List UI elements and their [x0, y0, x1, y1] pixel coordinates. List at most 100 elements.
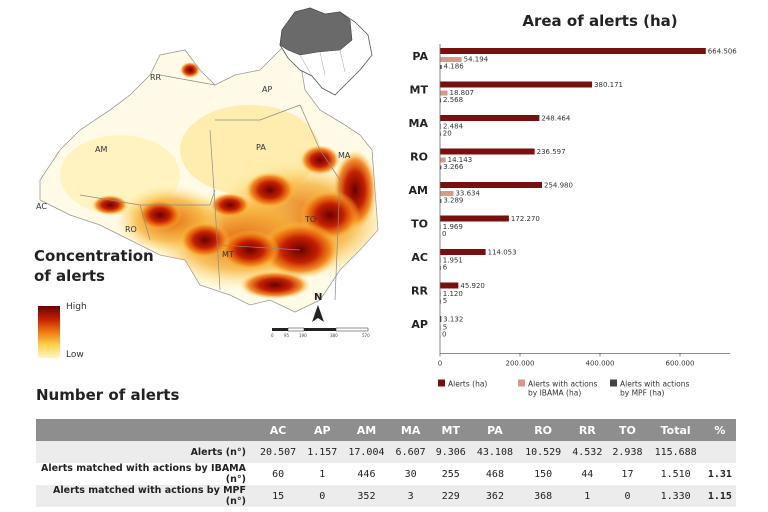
table-row: Alerts matched with actions by IBAMA (n°…	[36, 463, 736, 485]
legend-label-0: Alerts (ha)	[448, 380, 487, 389]
data-label-ro-s0: 236.597	[537, 148, 566, 156]
data-label-to-s1: 1.969	[443, 223, 463, 231]
x-tick-label-1: 200.000	[506, 360, 535, 368]
state-label-ma: MA	[338, 151, 351, 160]
scale-tick-4: 570	[362, 333, 370, 338]
scale-tick-3: 380	[330, 333, 338, 338]
data-label-pa-s2: 4.186	[444, 63, 465, 71]
table-row: Alerts matched with actions by MPF (n°) 1…	[36, 485, 736, 507]
scale-bar: 0 95 190 380 570	[271, 327, 370, 338]
bar-ma-s1	[440, 124, 441, 129]
column-header-0: AC	[254, 419, 303, 441]
table-cell: 0	[607, 485, 648, 507]
state-label-to: TO	[304, 215, 316, 224]
number-of-alerts-title: Number of alerts	[36, 386, 180, 404]
bar-ap-s0	[440, 316, 442, 322]
brazil-inset-map	[279, 7, 373, 96]
table-cell: 9.306	[430, 441, 471, 463]
data-label-ro-s2: 3.266	[443, 163, 464, 171]
concentration-color-scale	[38, 306, 60, 358]
alerts-table: AC AP AM MA MT PA RO RR TO Total% Alerts (n°) 20.5…	[36, 419, 736, 507]
data-label-rr-s2: 5	[443, 297, 447, 305]
data-label-am-s1: 33.634	[455, 190, 480, 198]
data-label-mt-s1: 18.807	[450, 89, 475, 97]
bar-ro-s1	[440, 157, 446, 163]
column-header-9: Total	[647, 419, 704, 441]
state-label-rr: RR	[150, 73, 162, 82]
row-label: Alerts matched with actions by MPF (n°)	[36, 485, 254, 507]
table-cell: 17	[607, 463, 648, 485]
x-tick-label-3: 600.000	[666, 360, 695, 368]
column-header-6: RO	[519, 419, 568, 441]
table-cell	[703, 441, 736, 463]
table-cell: 2.938	[607, 441, 648, 463]
category-label-ac: AC	[411, 251, 428, 264]
state-borders	[79, 74, 341, 301]
data-label-ap-s2: 0	[442, 331, 446, 339]
column-header-2: AM	[342, 419, 391, 441]
data-label-to-s2: 0	[442, 230, 446, 238]
category-label-pa: PA	[412, 50, 428, 63]
table-cell: 255	[430, 463, 471, 485]
column-header-7: RR	[567, 419, 608, 441]
data-label-ro-s1: 14.143	[448, 156, 473, 164]
north-label: N	[314, 292, 322, 303]
data-label-ap-s0: 3.132	[443, 316, 463, 324]
category-label-ma: MA	[409, 117, 429, 130]
bar-rr-s0	[440, 282, 459, 289]
table-cell: 352	[342, 485, 391, 507]
legend-swatch-2	[610, 379, 617, 387]
table-cell: 17.004	[342, 441, 391, 463]
data-label-rr-s0: 45.920	[460, 282, 484, 290]
category-label-mt: MT	[410, 84, 429, 97]
category-label-ro: RO	[410, 151, 428, 164]
table-cell: 1.510	[647, 463, 704, 485]
data-label-mt-s2: 2.568	[443, 96, 463, 104]
table-cell: 20.507	[254, 441, 303, 463]
north-arrow-icon: N	[312, 292, 324, 322]
state-label-mt: MT	[222, 250, 234, 259]
data-label-ac-s0: 114.053	[488, 249, 517, 257]
table-cell: 368	[519, 485, 568, 507]
data-label-pa-s0: 664.506	[708, 48, 737, 56]
legend-label-1: Alerts with actions by IBAMA (ha)	[528, 380, 598, 398]
scale-tick-0: 0	[271, 333, 274, 338]
chart-title: Area of alerts (ha)	[522, 12, 677, 30]
category-label-rr: RR	[411, 285, 428, 298]
bar-am-s1	[440, 191, 454, 196]
bar-mt-s2	[440, 98, 442, 103]
scale-tick-1: 95	[284, 333, 290, 338]
data-label-ac-s1: 1.951	[443, 257, 463, 265]
category-label-am: AM	[409, 184, 428, 197]
row-label: Alerts (n°)	[36, 441, 254, 463]
legend-low-label: Low	[66, 350, 84, 360]
table-cell: 115.688	[647, 441, 704, 463]
table-cell: 1.31	[703, 463, 736, 485]
table-row: Alerts (n°) 20.507 1.157 17.004 6.607 9.306 43…	[36, 441, 736, 463]
table-cell: 1	[567, 485, 608, 507]
data-label-pa-s1: 54.194	[464, 56, 489, 64]
column-header-1: AP	[302, 419, 343, 441]
table-cell: 229	[430, 485, 471, 507]
column-header-3: MA	[390, 419, 431, 441]
table-cell: 0	[302, 485, 343, 507]
map-legend-title: Concentration of alerts	[34, 246, 154, 286]
x-tick-label-0: 0	[438, 360, 442, 368]
legend-high-label: High	[66, 302, 87, 312]
table-cell: 1.157	[302, 441, 343, 463]
column-header-4: MT	[430, 419, 471, 441]
alert-density-layer	[60, 62, 378, 299]
table-cell: 150	[519, 463, 568, 485]
bar-ac-s0	[440, 249, 486, 255]
column-header-8: TO	[607, 419, 648, 441]
state-label-ro: RO	[125, 225, 137, 234]
column-header-5: PA	[470, 419, 520, 441]
data-label-ap-s1: 5	[443, 324, 447, 332]
map-legend-title-line2: of alerts	[34, 267, 105, 285]
bar-am-s2	[440, 199, 442, 203]
data-label-rr-s1: 1.120	[443, 290, 463, 298]
table-cell: 3	[390, 485, 431, 507]
bar-ma-s0	[440, 115, 540, 121]
x-tick-label-2: 400.000	[586, 360, 615, 368]
bar-pa-s2	[440, 65, 442, 69]
